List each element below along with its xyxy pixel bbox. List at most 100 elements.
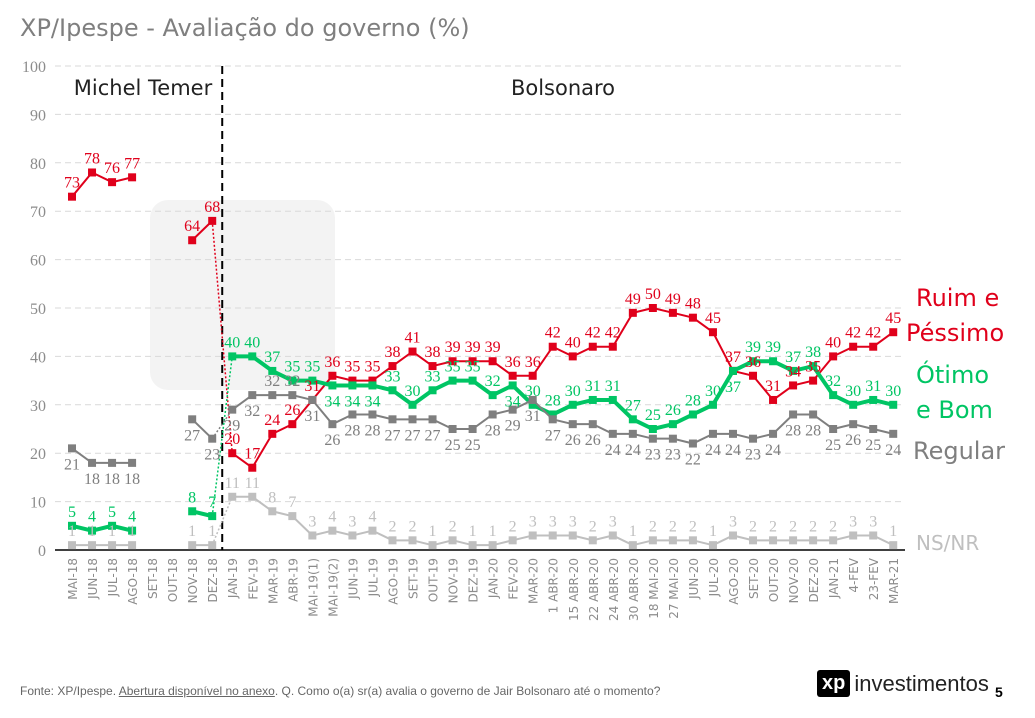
footer-link[interactable]: Abertura disponível no anexo [118,684,275,698]
data-label-nsnr: 11 [225,475,240,492]
data-label-ruim-pessimo: 39 [485,339,501,356]
data-point-ruim-pessimo [488,357,497,366]
data-label-nsnr: 3 [308,513,316,530]
y-tick-label: 50 [30,301,46,318]
data-label-ruim-pessimo: 20 [224,431,240,448]
footer-source: Fonte: XP/Ipespe. [20,684,117,698]
data-label-ruim-pessimo: 36 [505,354,521,371]
data-label-ruim-pessimo: 48 [685,296,701,313]
data-point-ruim-pessimo [348,376,357,385]
data-label-regular: 24 [725,442,741,459]
data-point-regular [568,420,577,429]
data-label-nsnr: 2 [649,518,657,535]
data-label-regular: 22 [685,452,701,469]
x-tick-label: JAN-20 [487,558,501,599]
data-label-regular: 23 [645,447,661,464]
transition-line-ruim-pessimo [211,220,233,454]
data-point-otimo-bom [688,410,697,419]
data-label-ruim-pessimo: 68 [204,199,220,216]
data-label-regular: 26 [585,432,601,449]
data-point-ruim-pessimo [288,420,297,429]
data-point-regular [348,410,357,419]
x-tick-label: OUT-19 [427,558,441,602]
data-label-regular: 23 [204,447,220,464]
x-tick-label: JUL-20 [707,558,721,597]
data-point-otimo-bom [368,381,377,390]
data-label-ruim-pessimo: 36 [525,354,541,371]
x-tick-label: 27 MAI-20 [667,558,681,619]
data-label-nsnr: 4 [368,509,376,526]
data-label-nsnr: 2 [669,518,677,535]
data-label-ruim-pessimo: 36 [745,354,761,371]
data-point-ruim-pessimo [588,342,597,351]
data-point-ruim-pessimo [408,347,417,356]
data-label-otimo-bom: 32 [485,373,501,390]
y-tick-label: 90 [30,107,46,124]
data-label-otimo-bom: 25 [645,407,661,424]
data-label-ruim-pessimo: 42 [585,325,601,342]
data-point-otimo-bom [568,400,577,409]
data-point-regular [728,429,737,438]
data-point-ruim-pessimo [869,342,878,351]
data-point-otimo-bom [448,376,457,385]
y-tick-label: 70 [30,204,46,221]
data-point-ruim-pessimo [809,376,818,385]
data-label-otimo-bom: 39 [745,339,761,356]
data-point-ruim-pessimo [68,192,76,201]
series-line-otimo-bom [232,354,894,432]
data-point-otimo-bom [829,391,838,400]
data-label-ruim-pessimo: 45 [885,310,901,327]
data-point-ruim-pessimo [508,371,517,380]
data-label-ruim-pessimo: 45 [705,310,721,327]
footer-question: . Q. Como o(a) sr(a) avalia o governo de… [274,684,661,698]
data-point-ruim-pessimo [568,352,577,361]
data-label-nsnr: 1 [629,523,637,540]
x-tick-label: JAN-19 [226,558,240,599]
data-label-ruim-pessimo: 35 [805,359,821,376]
data-label-nsnr: 2 [589,518,597,535]
data-label-otimo-bom: 35 [304,359,320,376]
data-point-nsnr [448,536,457,545]
data-point-nsnr [568,531,577,540]
data-point-regular [889,429,898,438]
data-point-otimo-bom [528,400,537,409]
series-line-ruim-pessimo [231,306,894,470]
data-label-nsnr: 3 [729,513,737,530]
data-point-regular [789,410,798,419]
data-label-ruim-pessimo: 31 [765,378,781,395]
data-label-ruim-pessimo: 77 [124,155,140,172]
data-label-nsnr: 2 [449,518,457,535]
data-point-regular [408,415,417,424]
x-tick-label: NOV-18 [186,558,200,603]
data-point-ruim-pessimo [769,395,778,404]
data-point-regular [869,425,878,433]
data-point-nsnr [508,536,517,545]
data-label-regular: 31 [304,408,320,425]
data-point-otimo-bom [128,526,137,535]
data-label-regular: 27 [545,427,561,444]
data-label-otimo-bom: 35 [465,359,481,376]
data-point-otimo-bom [328,381,337,390]
data-point-ruim-pessimo [688,313,697,322]
x-tick-label: SET-18 [146,558,160,599]
data-point-nsnr [728,531,737,540]
data-label-ruim-pessimo: 26 [284,402,300,419]
legend-label-ruim-pessimo: Ruim e Péssimo [906,284,1004,347]
data-label-otimo-bom: 40 [244,334,260,351]
data-point-otimo-bom [809,362,818,371]
series-line-regular [71,447,133,464]
data-label-regular: 24 [765,442,781,459]
data-point-nsnr [708,541,717,550]
data-label-otimo-bom: 30 [705,383,721,400]
data-point-ruim-pessimo [108,178,117,187]
data-label-otimo-bom: 31 [865,378,881,395]
data-label-ruim-pessimo: 35 [344,359,360,376]
xp-logo: xp investimentos [817,670,989,697]
data-label-regular: 29 [224,418,240,435]
data-label-nsnr: 2 [409,518,417,535]
x-tick-label: AGO-20 [727,558,741,605]
data-point-regular [108,458,117,467]
data-point-nsnr [428,541,437,550]
x-tick-label: 15 ABR-20 [567,558,581,621]
data-label-nsnr: 3 [849,513,857,530]
